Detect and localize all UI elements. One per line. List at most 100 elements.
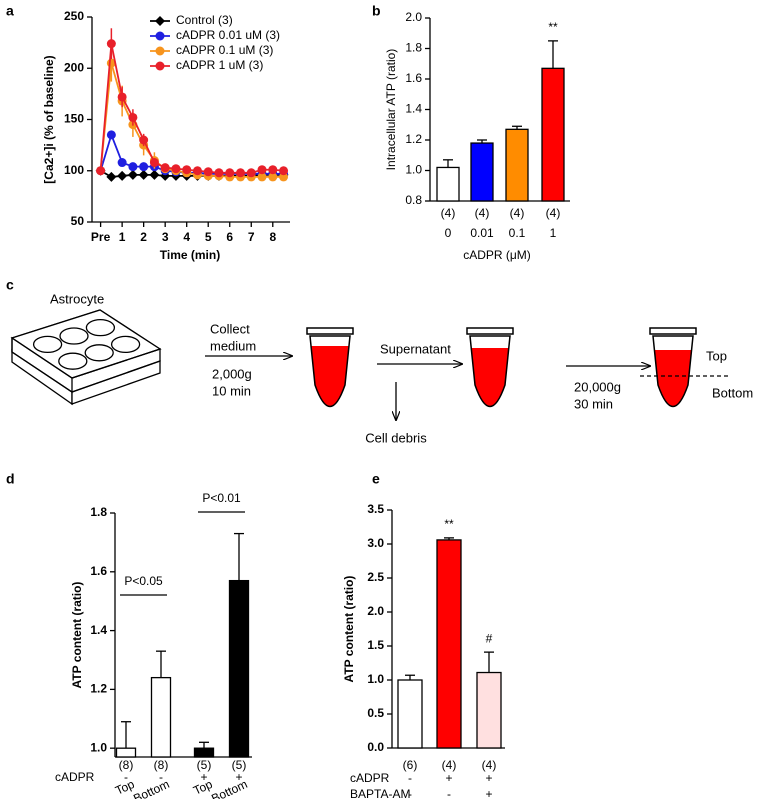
y-tick-label: 2.0 [367, 604, 384, 618]
row-value: - [159, 770, 163, 784]
marker [149, 169, 160, 180]
panel-label: d [6, 471, 15, 487]
x-tick-label: 4 [183, 230, 190, 244]
y-tick-label: 3.0 [367, 536, 384, 550]
marker [236, 168, 245, 178]
tube [306, 327, 354, 407]
bar [470, 142, 494, 202]
marker [214, 168, 224, 178]
marker [257, 172, 267, 182]
legend-label: cADPR 1 uM (3) [176, 58, 263, 72]
y-tick-label: 150 [64, 112, 84, 126]
marker [117, 92, 127, 102]
row-value: - [408, 771, 412, 785]
bracket-label: P<0.05 [124, 574, 163, 588]
y-tick-label: 1.6 [90, 564, 107, 578]
n-label: (8) [119, 758, 134, 772]
y-tick-label: 0.8 [405, 193, 422, 207]
step-label: medium [210, 338, 256, 353]
panel-label: b [372, 3, 381, 19]
layer-label: Bottom [712, 385, 753, 400]
legend-label: cADPR 0.01 uM (3) [176, 28, 280, 42]
x-tick-label: 6 [226, 230, 233, 244]
diagram: c Astrocyte Collect medium 2,000g 10 min… [6, 277, 753, 446]
y-tick-label: 1.8 [90, 505, 107, 519]
n-label: (4) [546, 206, 561, 220]
marker [268, 165, 278, 175]
bar [193, 747, 215, 758]
pellet-label: Cell debris [365, 430, 427, 445]
row-value: + [445, 771, 452, 785]
y-tick-label: 1.0 [367, 672, 384, 686]
spin-label: 30 min [574, 396, 613, 411]
bar [436, 539, 462, 749]
y-tick-label: 1.0 [90, 740, 107, 754]
n-label: (4) [475, 206, 490, 220]
marker [117, 170, 128, 181]
y-axis-label: Intracellular ATP (ratio) [384, 49, 398, 171]
row-value: + [485, 771, 492, 785]
marker [155, 31, 165, 41]
y-tick-label: 0.5 [367, 706, 384, 720]
legend-label: cADPR 0.1 uM (3) [176, 43, 273, 57]
bar [505, 128, 529, 202]
n-label: (4) [442, 758, 457, 772]
x-axis-label: Time (min) [160, 248, 220, 262]
row-label: BAPTA-AM [350, 787, 410, 799]
marker [139, 162, 149, 172]
y-tick-label: 50 [71, 214, 85, 228]
bar [541, 67, 565, 202]
x-tick-label: 8 [269, 230, 276, 244]
y-tick-label: 1.4 [90, 623, 107, 637]
marker [203, 167, 213, 177]
panel-label: c [6, 277, 14, 293]
marker [155, 61, 165, 71]
x-tick-label: Pre [91, 230, 111, 244]
cell-label: Astrocyte [50, 291, 104, 306]
x-tick-label: 2 [140, 230, 147, 244]
row-value: + [200, 770, 207, 784]
marker [155, 46, 165, 56]
marker [155, 16, 165, 26]
y-axis-label: [Ca2+]i (% of baseline) [42, 55, 56, 183]
tube [640, 327, 730, 407]
bar [397, 679, 423, 749]
x-tick-label: 0 [445, 226, 452, 240]
marker [192, 166, 202, 176]
marker [149, 158, 159, 168]
x-tick-label: 1 [119, 230, 126, 244]
marker [106, 171, 117, 182]
x-tick-label: Bottom [131, 777, 171, 799]
y-tick-label: 3.5 [367, 502, 384, 516]
bar [115, 747, 137, 758]
bar [476, 671, 502, 749]
marker [171, 164, 181, 174]
y-tick-label: 250 [64, 9, 84, 23]
y-tick-label: 1.8 [405, 41, 422, 55]
n-label: (4) [441, 206, 456, 220]
marker [128, 112, 138, 122]
y-tick-label: 100 [64, 163, 84, 177]
row-value: - [447, 787, 451, 799]
bar [150, 676, 172, 758]
y-tick-label: 1.4 [405, 102, 422, 116]
x-tick-label: 5 [205, 230, 212, 244]
n-label: (4) [482, 758, 497, 772]
marker [138, 169, 149, 180]
row-value: + [235, 770, 242, 784]
x-tick-label: 1 [550, 226, 557, 240]
x-tick-label: 0.01 [470, 226, 494, 240]
n-label: (8) [154, 758, 169, 772]
row-value: - [124, 770, 128, 784]
marker [268, 172, 278, 182]
layer-label: Top [706, 348, 727, 363]
marker [279, 166, 289, 176]
step-label: Collect [210, 321, 250, 336]
bar [436, 166, 460, 202]
row-value: + [485, 787, 492, 799]
y-tick-label: 1.5 [367, 638, 384, 652]
spin-label: 2,000g [212, 366, 252, 381]
n-label: (5) [197, 758, 212, 772]
series-line [99, 132, 284, 175]
